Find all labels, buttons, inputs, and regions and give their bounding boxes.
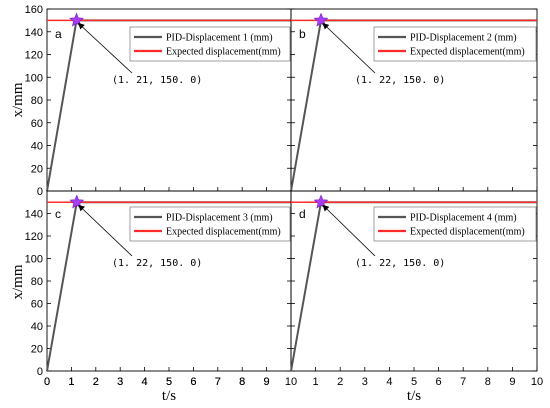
panel-letter: d [299,207,306,221]
legend-box [129,26,291,62]
y-axis-title: x/mm [10,264,26,299]
x-tick-label: 6 [190,376,196,388]
legend: PID-Displacement 1 (mm) Expected displace… [129,26,291,62]
legend-box [129,206,291,242]
x-axis-title: t/s [407,388,421,404]
x-tick-label: 4 [386,376,392,388]
annotation-label: (1. 22, 150. 0) [112,258,202,269]
panel-letter: b [299,27,306,41]
legend-entry: Expected displacement(mm) [166,227,281,238]
x-tick-label: 9 [264,376,270,388]
panel-c: 0 20 40 60 80 100 120 140 0 1 2 3 4 5 6 7 8 9 10 (1. 22, 15… [10,190,297,404]
y-tick-label: 20 [31,344,43,356]
x-tick-label: 6 [190,376,196,388]
x-tick-label: 7 [215,376,221,388]
x-tick-label: 8 [239,376,245,388]
x-tick-label: 5 [166,376,172,388]
legend-entry: Expected displacement(mm) [410,227,525,238]
legend-box [373,26,537,62]
annotation-label: (1. 22, 150. 0) [355,75,445,86]
y-axis-title: x/mm [10,82,26,117]
y-tick-label: 140 [25,27,43,39]
legend-entry: Expected displacement(mm) [166,47,281,58]
x-tick-label: 8 [485,376,491,388]
y-tick-label: 60 [31,118,43,130]
legend-entry: Expected displacement(mm) [410,47,525,58]
x-tick-label: 2 [337,376,343,388]
annotation-label: (1. 22, 150. 0) [355,258,445,269]
panel-b: (1. 22, 150. 0) b PID-Displacement 2 (mm) E… [290,8,538,192]
y-tick-label: 0 [37,186,43,198]
y-tick-label: 20 [31,163,43,175]
x-tick-label: 0 [44,376,50,388]
x-tick-label: 9 [509,376,515,388]
y-tick-label: 80 [31,276,43,288]
x-tick-label: 5 [411,376,417,388]
annotation-arrow [322,204,376,257]
x-tick-label: 8 [239,376,245,388]
x-tick-label: 10 [285,376,297,388]
y-tick-label: 160 [25,4,43,16]
x-tick-label: 4 [142,376,148,388]
annotation-arrow [77,22,133,74]
x-tick-label: 4 [142,376,148,388]
legend: PID-Displacement 4 (mm) Expected displace… [373,206,537,242]
y-tick-label: 80 [31,95,43,107]
x-tick-label: 1 [68,376,74,388]
panel-a: 0 20 40 60 80 100 120 140 160 0 1 2 3 4 5 6 7 8 9 (1. 21, 1… [10,4,292,388]
panel-letter: a [55,27,62,41]
y-tick-label: 140 [25,209,43,221]
annotation-label: (1. 21, 150. 0) [112,75,202,86]
x-tick-label: 7 [460,376,466,388]
x-tick-label: 1 [313,376,319,388]
x-tick-label: 3 [117,376,123,388]
x-tick-label: 2 [93,376,99,388]
y-tick-label: 40 [31,321,43,333]
x-tick-label: 1 [68,376,74,388]
x-tick-label: 10 [531,376,543,388]
y-tick-label: 60 [31,299,43,311]
y-tick-label: 120 [25,231,43,243]
panel-d: 1 2 3 4 5 6 7 8 9 10 (1. 22, 150. 0) d PID-Displacem… [290,190,543,404]
x-tick-label: 0 [44,376,50,388]
x-tick-label: 2 [93,376,99,388]
y-tick-label: 120 [25,50,43,62]
annotation-arrow [322,22,376,74]
x-tick-label: 3 [117,376,123,388]
y-tick-label: 40 [31,141,43,153]
legend: PID-Displacement 3 (mm) Expected displace… [129,206,291,242]
legend: PID-Displacement 2 (mm) Expected displace… [373,26,537,62]
legend-entry: PID-Displacement 2 (mm) [410,33,517,44]
x-axis-title: t/s [162,388,176,404]
x-tick-label: 9 [264,376,270,388]
y-tick-label: 100 [25,72,43,84]
panel-letter: c [55,207,61,221]
annotation-arrow [78,204,133,257]
x-tick-label: 7 [215,376,221,388]
y-tick-label: 0 [37,366,43,378]
legend-entry: PID-Displacement 3 (mm) [166,213,273,224]
y-tick-label: 100 [25,254,43,266]
legend-box [373,206,537,242]
x-tick-label: 5 [166,376,172,388]
x-tick-label: 3 [362,376,368,388]
legend-entry: PID-Displacement 4 (mm) [410,213,517,224]
legend-entry: PID-Displacement 1 (mm) [166,33,273,44]
x-tick-label: 6 [436,376,442,388]
